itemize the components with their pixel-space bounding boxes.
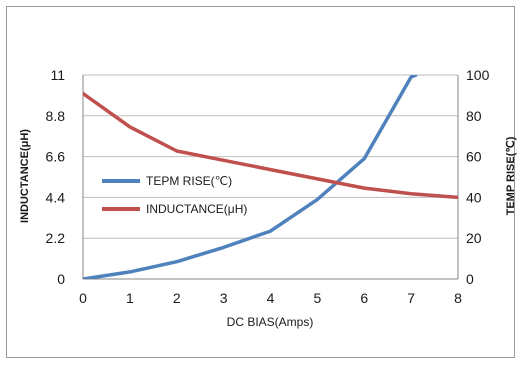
- y-tick-right: 80: [466, 108, 482, 124]
- x-tick: 8: [454, 290, 462, 306]
- y-tick-left: 6.6: [46, 149, 66, 165]
- x-tick: 2: [173, 290, 181, 306]
- y-axis-left-title: INDUCTANCE(μH): [19, 129, 31, 223]
- x-tick: 7: [407, 290, 415, 306]
- x-tick: 4: [267, 290, 275, 306]
- y-tick-right: 100: [466, 67, 490, 83]
- y-tick-left: 4.4: [46, 189, 66, 205]
- y-tick-left: 2.2: [46, 230, 66, 246]
- y-axis-right-title: TEMP RISE(℃): [505, 136, 517, 215]
- series-line-temp-rise: [83, 75, 418, 279]
- x-tick: 6: [360, 290, 368, 306]
- x-axis-title: DC BIAS(Amps): [227, 315, 314, 329]
- y-tick-right: 0: [466, 271, 474, 287]
- series-line-inductance: [83, 91, 458, 200]
- x-tick: 1: [126, 290, 134, 306]
- x-tick: 3: [220, 290, 228, 306]
- axes: [82, 75, 459, 280]
- y-tick-right: 60: [466, 149, 482, 165]
- y-tick-right: 20: [466, 230, 482, 246]
- y-tick-left: 11: [50, 67, 65, 83]
- y-tick-left: 8.8: [46, 108, 66, 124]
- chart-frame: [6, 6, 515, 358]
- x-tick: 5: [313, 290, 321, 306]
- series-lines: [83, 75, 458, 279]
- y-tick-left: 0: [57, 271, 65, 287]
- grid: [83, 74, 458, 280]
- legend-label-inductance: INDUCTANCE(μH): [146, 202, 247, 216]
- x-tick: 0: [79, 290, 87, 306]
- legend: TEPM RISE(℃) INDUCTANCE(μH): [102, 174, 247, 216]
- tick-labels: 0 2.2 4.4 6.6 8.8 11 0 20 40 60 80 100 0 1 2 3 4 5 6 7 8: [46, 67, 490, 306]
- y-tick-right: 40: [466, 189, 482, 205]
- legend-label-temp-rise: TEPM RISE(℃): [146, 174, 232, 188]
